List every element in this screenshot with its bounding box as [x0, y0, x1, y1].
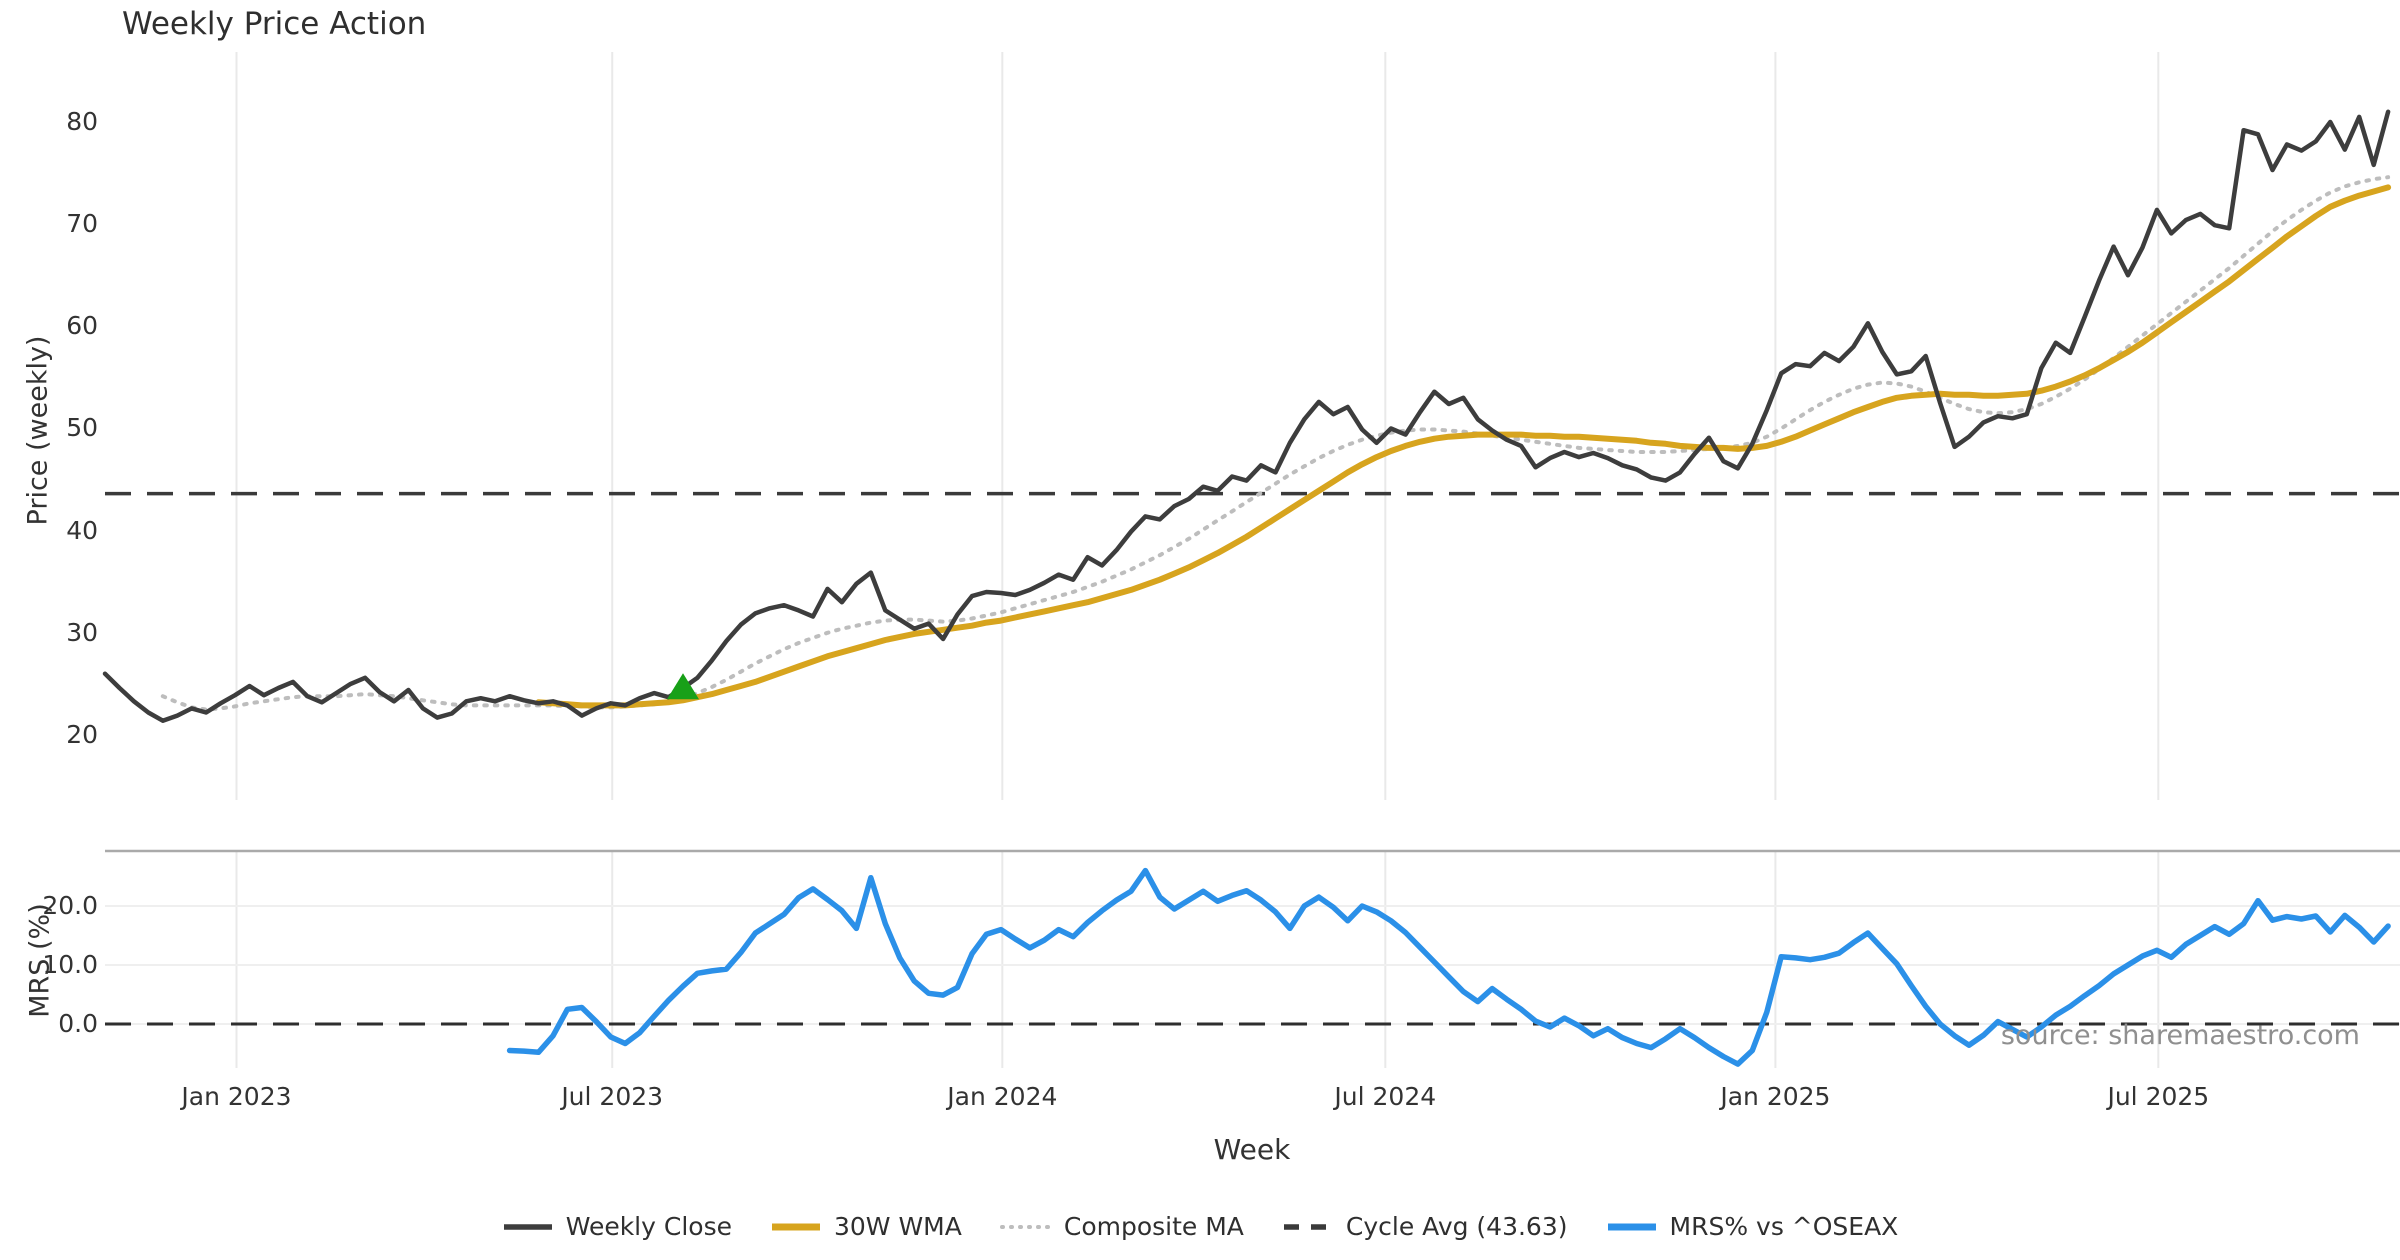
legend-item: MRS% vs ^OSEAX [1606, 1212, 1899, 1241]
x-tick-label: Jan 2025 [1720, 1082, 1831, 1111]
legend-item: Cycle Avg (43.63) [1282, 1212, 1568, 1241]
price-ytick-label: 40 [66, 515, 98, 545]
legend-label: Composite MA [1063, 1212, 1244, 1241]
legend-item: 30W WMA [770, 1212, 962, 1241]
legend-swatch-dotted [999, 1224, 1052, 1229]
x-tick-label: Jan 2024 [947, 1082, 1058, 1111]
mrs-line [506, 867, 2391, 1067]
price-ytick-label: 80 [66, 106, 98, 136]
mrs-ytick-label: 10.0 [42, 950, 98, 979]
legend: Weekly Close 30W WMA Composite MA Cycle Avg… [0, 1212, 2400, 1241]
price-ytick-label: 60 [66, 311, 98, 341]
composite-ma-line [160, 175, 2391, 712]
mrs-ytick-label: 20.0 [42, 891, 98, 920]
legend-label: 30W WMA [833, 1212, 962, 1241]
price-ytick-label: 20 [66, 720, 98, 749]
chart-title: Weekly Price Action [122, 6, 427, 42]
x-tick-label: Jul 2023 [561, 1082, 664, 1111]
weekly-close-line [102, 109, 2391, 723]
legend-label: Cycle Avg (43.63) [1345, 1212, 1568, 1241]
x-tick-label: Jan 2023 [181, 1082, 292, 1111]
buy-signal-triangle-marker [667, 673, 699, 700]
mrs-ytick-label: 0.0 [58, 1009, 98, 1038]
legend-swatch-solid-thick [1607, 1223, 1656, 1230]
x-axis-label: Week [1213, 1133, 1291, 1166]
x-tick-label: Jul 2025 [2107, 1082, 2210, 1111]
source-note: source: sharemaestro.com [2000, 1020, 2360, 1051]
legend-label: MRS% vs ^OSEAX [1669, 1212, 1899, 1241]
legend-swatch-solid-thick [771, 1223, 820, 1230]
legend-swatch-solid [503, 1223, 552, 1230]
wma-line [535, 184, 2392, 709]
price-ytick-label: 50 [66, 413, 98, 443]
x-tick-label: Jul 2024 [1334, 1082, 1437, 1111]
price-ytick-label: 30 [66, 617, 98, 647]
legend-item: Weekly Close [502, 1212, 732, 1241]
price-ytick-label: 70 [66, 209, 98, 239]
legend-swatch-dashed [1283, 1223, 1332, 1230]
legend-label: Weekly Close [565, 1212, 732, 1241]
legend-item: Composite MA [999, 1212, 1244, 1241]
